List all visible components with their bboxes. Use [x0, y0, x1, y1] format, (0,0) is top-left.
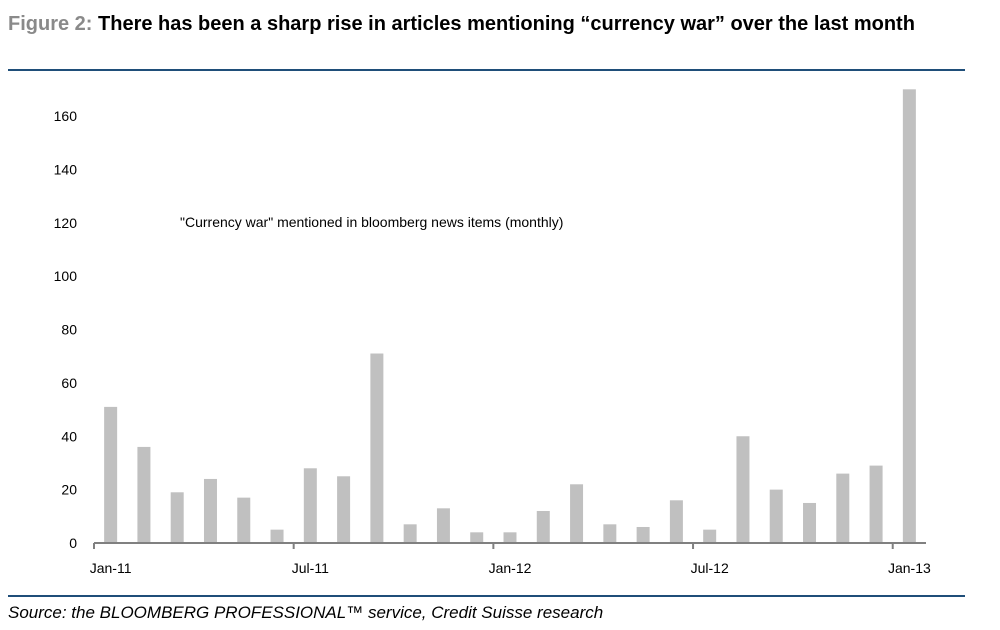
source-note: Source: the BLOOMBERG PROFESSIONAL™ serv…: [8, 603, 604, 622]
figure-title-text: There has been a sharp rise in articles …: [98, 13, 915, 35]
bar-oct-11: [403, 524, 417, 543]
bottom-rule: [8, 595, 965, 597]
bar-jun-11: [270, 529, 284, 543]
bar-nov-11: [436, 508, 450, 543]
x-tick-label: Jan-13: [888, 560, 931, 576]
bar-jul-12: [703, 529, 717, 543]
top-rule: [8, 69, 965, 71]
y-tick-label: 120: [54, 215, 78, 231]
bar-apr-12: [603, 524, 617, 543]
y-tick-label: 80: [61, 322, 77, 338]
bar-sep-12: [769, 489, 783, 543]
x-axis: Jan-11 Jul-11 Jan-12 Jul-12 Jan-13: [90, 542, 931, 576]
y-tick-label: 40: [61, 428, 77, 444]
bar-mar-12: [570, 484, 584, 543]
y-axis: 0 20 40 60 80 100 120 140 160: [54, 108, 78, 551]
bar-apr-11: [203, 478, 217, 543]
figure-title: Figure 2: There has been a sharp rise in…: [8, 6, 988, 42]
x-tick-label: Jan-12: [489, 560, 532, 576]
bar-jan-12: [503, 532, 517, 543]
bar-nov-12: [836, 473, 850, 543]
y-tick-label: 60: [61, 375, 77, 391]
bar-jun-12: [669, 500, 683, 543]
y-tick-label: 140: [54, 161, 78, 177]
x-tick-label: Jul-11: [292, 560, 329, 576]
bar-mar-11: [170, 492, 184, 543]
bar-feb-12: [536, 510, 550, 543]
bar-aug-11: [337, 476, 351, 543]
bar-jan-13: [902, 89, 916, 543]
bars: [104, 89, 916, 543]
y-tick-label: 160: [54, 108, 78, 124]
bar-may-12: [636, 526, 650, 543]
x-tick-label: Jan-11: [90, 560, 132, 576]
bar-jan-11: [104, 406, 118, 543]
y-tick-label: 20: [61, 482, 77, 498]
bar-aug-12: [736, 436, 750, 543]
bar-feb-11: [137, 446, 151, 543]
bar-dec-11: [470, 532, 484, 543]
bar-may-11: [237, 497, 251, 543]
x-tick-label: Jul-12: [691, 560, 729, 576]
bar-dec-12: [869, 465, 883, 543]
y-tick-label: 100: [54, 268, 78, 284]
bar-jul-11: [303, 468, 317, 543]
bar-sep-11: [370, 353, 384, 543]
chart-annotation: "Currency war" mentioned in bloomberg ne…: [180, 214, 563, 230]
bar-oct-12: [803, 502, 817, 543]
y-tick-label: 0: [69, 535, 77, 551]
figure-label: Figure 2:: [8, 13, 93, 35]
